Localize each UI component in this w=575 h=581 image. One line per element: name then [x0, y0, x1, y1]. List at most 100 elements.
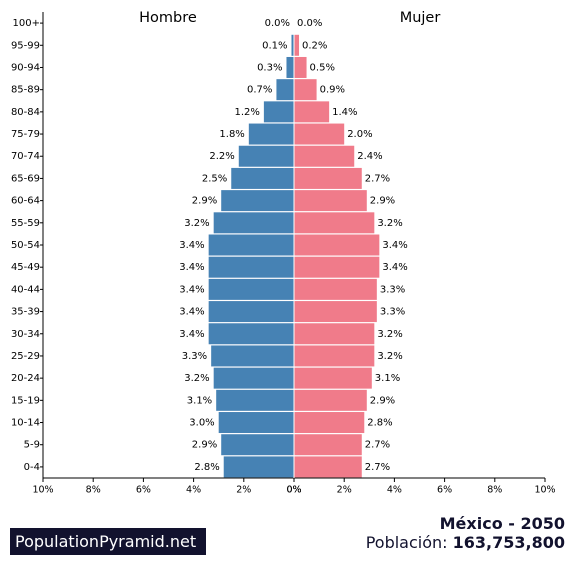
age-group-label: 75-79: [11, 129, 40, 140]
female-bar: [294, 167, 362, 189]
age-group-label: 0-4: [24, 462, 40, 473]
male-bar: [208, 323, 294, 345]
male-value-label: 0.1%: [262, 40, 287, 51]
female-bar: [294, 256, 380, 278]
female-value-label: 1.4%: [332, 107, 357, 118]
age-group-label: 5-9: [24, 440, 40, 451]
male-value-label: 0.0%: [265, 18, 290, 29]
x-tick-label: 8%: [487, 485, 502, 496]
x-tick-label: 10%: [534, 485, 555, 496]
male-bar: [286, 56, 294, 78]
female-bar: [294, 278, 377, 300]
age-group-label: 45-49: [11, 262, 40, 273]
right-series-title: Mujer: [400, 10, 441, 26]
female-value-label: 3.4%: [382, 240, 407, 251]
male-value-label: 3.3%: [182, 351, 207, 362]
female-bar: [294, 345, 375, 367]
male-value-label: 3.2%: [184, 373, 209, 384]
female-value-label: 2.7%: [365, 173, 390, 184]
x-tick-label: 6%: [437, 485, 452, 496]
male-bar: [248, 123, 294, 145]
male-value-label: 3.4%: [179, 307, 204, 318]
age-group-label: 10-14: [11, 418, 40, 429]
x-tick-label: 4%: [186, 485, 201, 496]
female-value-label: 2.8%: [367, 418, 392, 429]
female-value-label: 3.2%: [377, 218, 402, 229]
male-value-label: 0.7%: [247, 85, 272, 96]
female-value-label: 2.0%: [347, 129, 372, 140]
female-bar: [294, 212, 375, 234]
female-value-label: 3.3%: [380, 284, 405, 295]
x-tick-label: 6%: [136, 485, 151, 496]
male-value-label: 3.4%: [179, 329, 204, 340]
male-bar: [276, 79, 294, 101]
age-group-label: 60-64: [11, 196, 40, 207]
age-group-label: 40-44: [11, 284, 40, 295]
age-group-label: 95-99: [11, 40, 40, 51]
female-value-label: 0.5%: [310, 62, 335, 73]
male-bar: [263, 101, 294, 123]
female-value-label: 2.7%: [365, 462, 390, 473]
male-bar: [208, 301, 294, 323]
female-bar: [294, 367, 372, 389]
male-value-label: 0.3%: [257, 62, 282, 73]
female-value-label: 2.4%: [357, 151, 382, 162]
brand-logo: PopulationPyramid.net: [10, 528, 206, 555]
male-bar: [213, 212, 294, 234]
male-value-label: 3.4%: [179, 284, 204, 295]
male-bar: [208, 234, 294, 256]
male-bar: [218, 412, 294, 434]
female-bar: [294, 123, 345, 145]
male-bar: [238, 145, 294, 167]
age-group-label: 100+: [13, 18, 40, 29]
age-group-label: 65-69: [11, 173, 40, 184]
female-value-label: 0.0%: [297, 18, 322, 29]
female-value-label: 3.2%: [377, 351, 402, 362]
female-bar: [294, 101, 330, 123]
male-bar: [231, 167, 294, 189]
x-tick-label: 0%: [286, 485, 301, 496]
age-group-label: 20-24: [11, 373, 40, 384]
female-bar: [294, 34, 300, 56]
female-value-label: 2.9%: [370, 395, 395, 406]
x-tick-label: 10%: [32, 485, 53, 496]
population-pyramid-chart: Hombre Mujer 100+ 0.0% 0.0% 95-99 0.1% 0.2% 90-9…: [11, 10, 556, 496]
population-label: Población:: [365, 533, 448, 552]
male-bar: [208, 256, 294, 278]
male-bar: [211, 345, 294, 367]
female-value-label: 3.3%: [380, 307, 405, 318]
male-value-label: 3.1%: [187, 395, 212, 406]
female-bar: [294, 234, 380, 256]
male-bar: [216, 389, 294, 411]
male-value-label: 3.4%: [179, 262, 204, 273]
female-bar: [294, 145, 355, 167]
male-value-label: 2.8%: [194, 462, 219, 473]
population-value: 163,753,800: [452, 533, 565, 552]
male-value-label: 2.9%: [192, 196, 217, 207]
female-value-label: 0.9%: [320, 85, 345, 96]
male-bar: [213, 367, 294, 389]
x-tick-label: 2%: [337, 485, 352, 496]
female-value-label: 0.2%: [302, 40, 327, 51]
female-bar: [294, 323, 375, 345]
male-bar: [291, 34, 294, 56]
country-year-title: México - 2050: [439, 514, 565, 533]
female-bar: [294, 389, 367, 411]
male-bar: [223, 456, 294, 478]
female-value-label: 3.2%: [377, 329, 402, 340]
population-total: Población: 163,753,800: [366, 533, 565, 552]
female-bar: [294, 301, 377, 323]
x-tick-label: 2%: [236, 485, 251, 496]
female-bar: [294, 456, 362, 478]
female-value-label: 2.7%: [365, 440, 390, 451]
male-value-label: 2.5%: [202, 173, 227, 184]
male-bar: [221, 190, 294, 212]
male-value-label: 1.8%: [219, 129, 244, 140]
x-tick-label: 4%: [387, 485, 402, 496]
male-value-label: 3.4%: [179, 240, 204, 251]
left-series-title: Hombre: [139, 10, 197, 26]
female-bar: [294, 56, 307, 78]
female-value-label: 3.1%: [375, 373, 400, 384]
female-value-label: 2.9%: [370, 196, 395, 207]
age-group-label: 55-59: [11, 218, 40, 229]
